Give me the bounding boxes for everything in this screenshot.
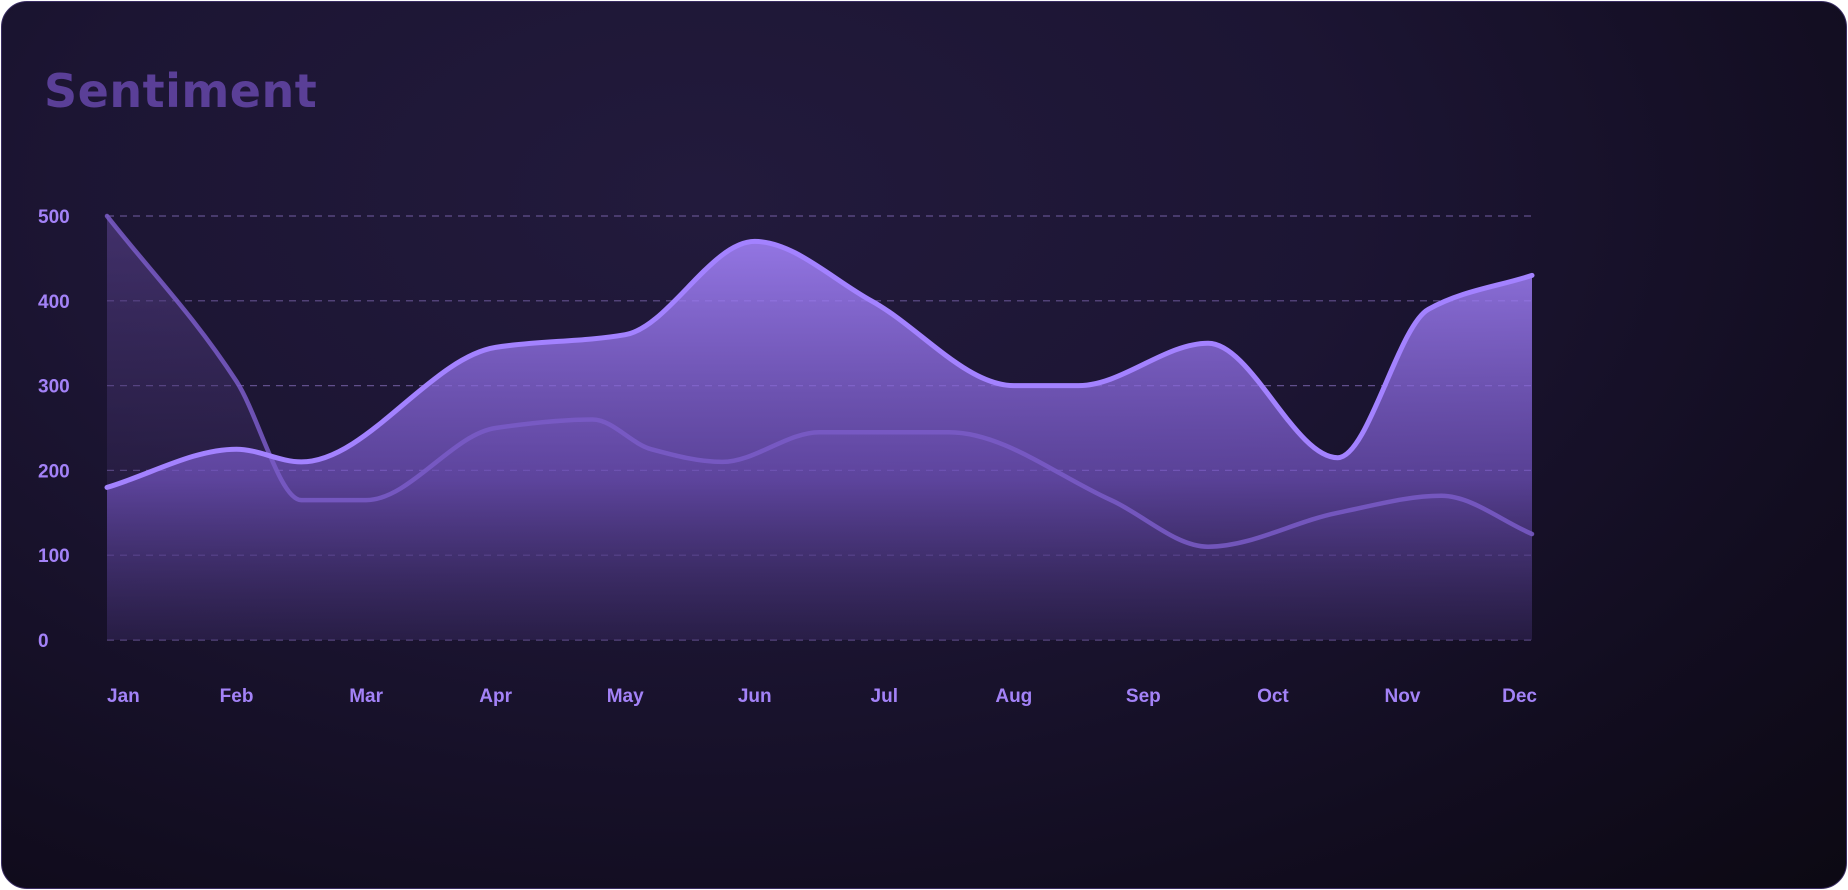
- x-tick-label: Jan: [107, 686, 140, 707]
- y-tick-label: 500: [38, 207, 70, 228]
- y-tick-label: 0: [38, 631, 49, 652]
- x-tick-label: Dec: [1502, 686, 1537, 707]
- x-tick-label: Mar: [349, 686, 383, 707]
- x-tick-label: Oct: [1257, 686, 1289, 707]
- x-tick-label: Apr: [479, 686, 512, 707]
- y-tick-label: 400: [38, 292, 70, 313]
- chart-title: Sentiment: [44, 64, 318, 118]
- x-tick-label: Feb: [220, 686, 254, 707]
- y-tick-label: 100: [38, 546, 70, 567]
- x-tick-label: Nov: [1385, 686, 1421, 707]
- y-tick-label: 200: [38, 461, 70, 482]
- x-tick-label: Jun: [738, 686, 772, 707]
- series-line-a: [104, 238, 1535, 490]
- x-tick-label: Sep: [1126, 686, 1161, 707]
- x-tick-label: May: [607, 686, 644, 707]
- series-line-b: [104, 213, 1535, 549]
- x-tick-label: Aug: [995, 686, 1032, 707]
- y-tick-label: 300: [38, 377, 70, 398]
- x-tick-label: Jul: [871, 686, 898, 707]
